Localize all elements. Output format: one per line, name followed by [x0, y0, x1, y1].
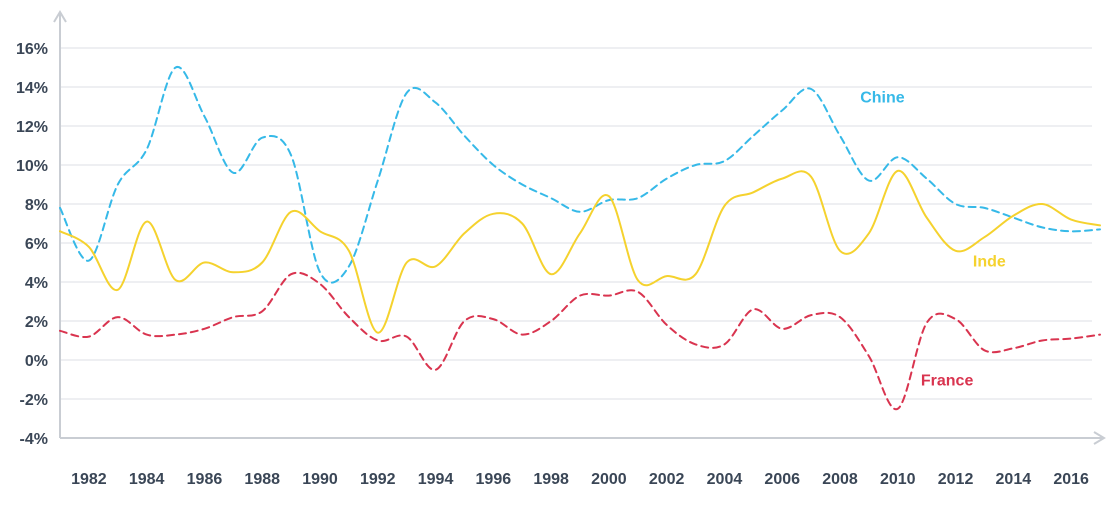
x-tick-label: 1986	[187, 471, 223, 488]
x-axis-ticks: 1982 1984 1986 1988 1990 1992 1994 1996 1998 2000…	[71, 471, 1089, 488]
x-tick-label: 2000	[591, 471, 627, 488]
y-tick-label: 8%	[25, 197, 48, 214]
x-tick-label: 1988	[244, 471, 280, 488]
series-label-inde: Inde	[973, 253, 1006, 270]
y-tick-label: 4%	[25, 275, 48, 292]
y-tick-label: 2%	[25, 314, 48, 331]
series-line-inde	[59, 169, 1101, 334]
series-line-chine	[59, 66, 1101, 284]
y-tick-label: 12%	[16, 119, 48, 136]
x-tick-label: 2016	[1053, 471, 1089, 488]
y-tick-label: 14%	[16, 80, 48, 97]
series-line-france	[59, 271, 1101, 410]
x-tick-label: 1998	[533, 471, 569, 488]
y-axis-ticks: 16% 14% 12% 10% 8% 6% 4% 2% 0% -2% -4%	[16, 41, 48, 448]
x-tick-label: 1992	[360, 471, 396, 488]
y-axis-arrow	[53, 10, 67, 23]
y-tick-label: 16%	[16, 41, 48, 58]
y-tick-label: 0%	[25, 353, 48, 370]
x-tick-label: 1984	[129, 471, 165, 488]
x-tick-label: 2008	[822, 471, 858, 488]
y-tick-label: -4%	[20, 431, 48, 448]
x-tick-label: 2002	[649, 471, 685, 488]
x-tick-label: 2012	[938, 471, 974, 488]
x-axis-arrow	[1093, 431, 1106, 445]
y-tick-label: -2%	[20, 392, 48, 409]
axes	[53, 10, 1106, 445]
series-label-chine: Chine	[860, 90, 905, 107]
x-tick-label: 2006	[764, 471, 800, 488]
x-tick-label: 2010	[880, 471, 916, 488]
y-tick-label: 6%	[25, 236, 48, 253]
x-tick-label: 2014	[996, 471, 1032, 488]
x-tick-label: 1982	[71, 471, 107, 488]
series-labels: Chine Inde France	[860, 90, 1006, 390]
x-tick-label: 1994	[418, 471, 454, 488]
series-lines	[59, 66, 1101, 410]
series-label-france: France	[921, 372, 974, 389]
x-tick-label: 1990	[302, 471, 338, 488]
y-tick-label: 10%	[16, 158, 48, 175]
gridlines	[60, 47, 1092, 400]
x-tick-label: 2004	[707, 471, 743, 488]
x-tick-label: 1996	[476, 471, 512, 488]
